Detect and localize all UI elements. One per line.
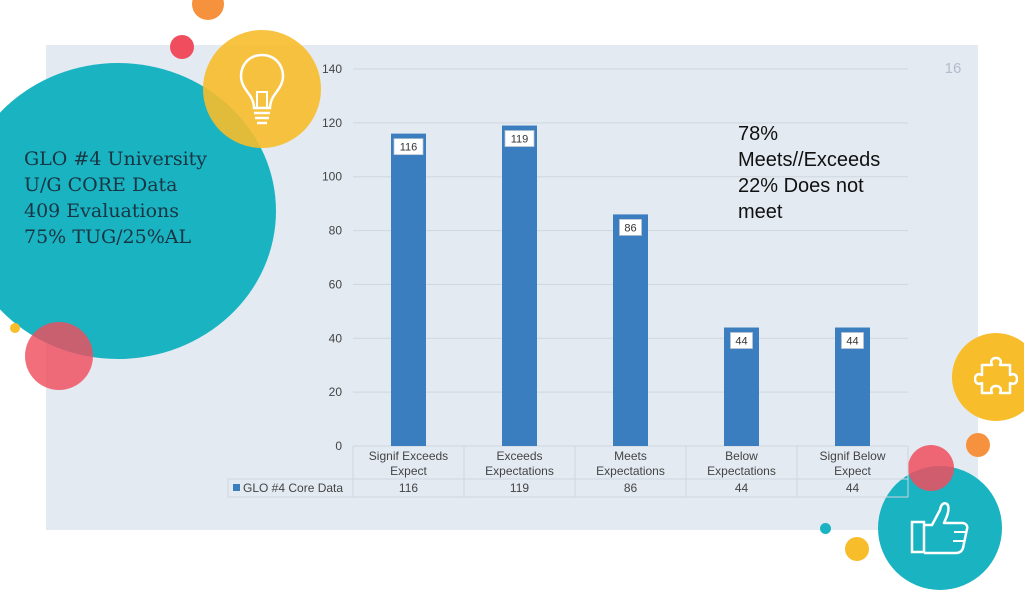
annotation-line: meet (738, 201, 783, 223)
info-line: U/G CORE Data (24, 174, 178, 196)
x-tick-label: Expect (834, 464, 871, 478)
summary-annotation: 78% Meets//Exceeds 22% Does not meet (738, 121, 880, 225)
y-tick-label: 0 (335, 439, 342, 453)
data-label: 86 (624, 222, 636, 234)
x-tick-label: Exceeds (496, 449, 542, 463)
pink-circle-right (908, 445, 954, 491)
x-tick-label: Signif Below (819, 449, 885, 463)
y-tick-label: 20 (329, 385, 343, 399)
thumbs-up-icon (910, 498, 970, 556)
data-label: 116 (400, 142, 418, 154)
orange-dot-right (966, 433, 990, 457)
bar (391, 133, 426, 446)
y-tick-label: 140 (322, 62, 342, 76)
data-label: 44 (846, 336, 858, 348)
y-tick-label: 60 (329, 277, 343, 291)
bar (613, 214, 648, 446)
yellow-dot-bottom (845, 537, 869, 561)
lightbulb-icon (238, 52, 286, 128)
puzzle-piece-icon (974, 355, 1018, 399)
x-tick-label: Meets (614, 449, 647, 463)
yellow-puzzle-circle (952, 333, 1024, 421)
data-label-box (393, 138, 424, 156)
y-tick-label: 100 (322, 170, 342, 184)
legend-key (233, 484, 240, 491)
x-tick-label: Expectations (485, 464, 554, 478)
table-value: 44 (735, 481, 749, 495)
info-line: 409 Evaluations (24, 200, 180, 222)
bar (502, 125, 537, 447)
x-tick-label: Expect (390, 464, 427, 478)
table-value: 119 (510, 481, 529, 495)
data-label-box (841, 332, 864, 349)
y-tick-label: 40 (329, 331, 343, 345)
x-tick-label: Expectations (707, 464, 776, 478)
x-tick-label: Signif Exceeds (369, 449, 448, 463)
teal-dot-bottom (820, 523, 831, 534)
annotation-line: 78% (738, 123, 779, 145)
pink-dot-top (170, 35, 194, 59)
info-line: GLO #4 University (24, 148, 208, 170)
data-label: 119 (511, 134, 529, 146)
table-value: 44 (846, 481, 860, 495)
y-tick-label: 80 (329, 224, 343, 238)
legend-label: GLO #4 Core Data (243, 481, 343, 495)
table-value: 116 (399, 481, 418, 495)
slide-number: 16 (944, 60, 962, 77)
yellow-dot-left (10, 323, 20, 333)
y-tick-label: 120 (322, 116, 342, 130)
x-tick-label: Expectations (596, 464, 665, 478)
data-label-box (730, 332, 753, 349)
pink-circle-left (25, 322, 93, 390)
annotation-line: Meets//Exceeds (738, 149, 881, 171)
info-text: GLO #4 University U/G CORE Data 409 Eval… (24, 146, 254, 250)
data-label-box (619, 219, 642, 236)
data-label: 44 (735, 336, 747, 348)
data-label-box (504, 130, 535, 147)
orange-dot-top (192, 0, 224, 20)
annotation-line: 22% Does not (738, 175, 864, 197)
yellow-bulb-circle (203, 30, 321, 148)
table-value: 86 (624, 481, 638, 495)
info-line: 75% TUG/25%AL (24, 226, 192, 248)
x-tick-label: Below (725, 449, 758, 463)
